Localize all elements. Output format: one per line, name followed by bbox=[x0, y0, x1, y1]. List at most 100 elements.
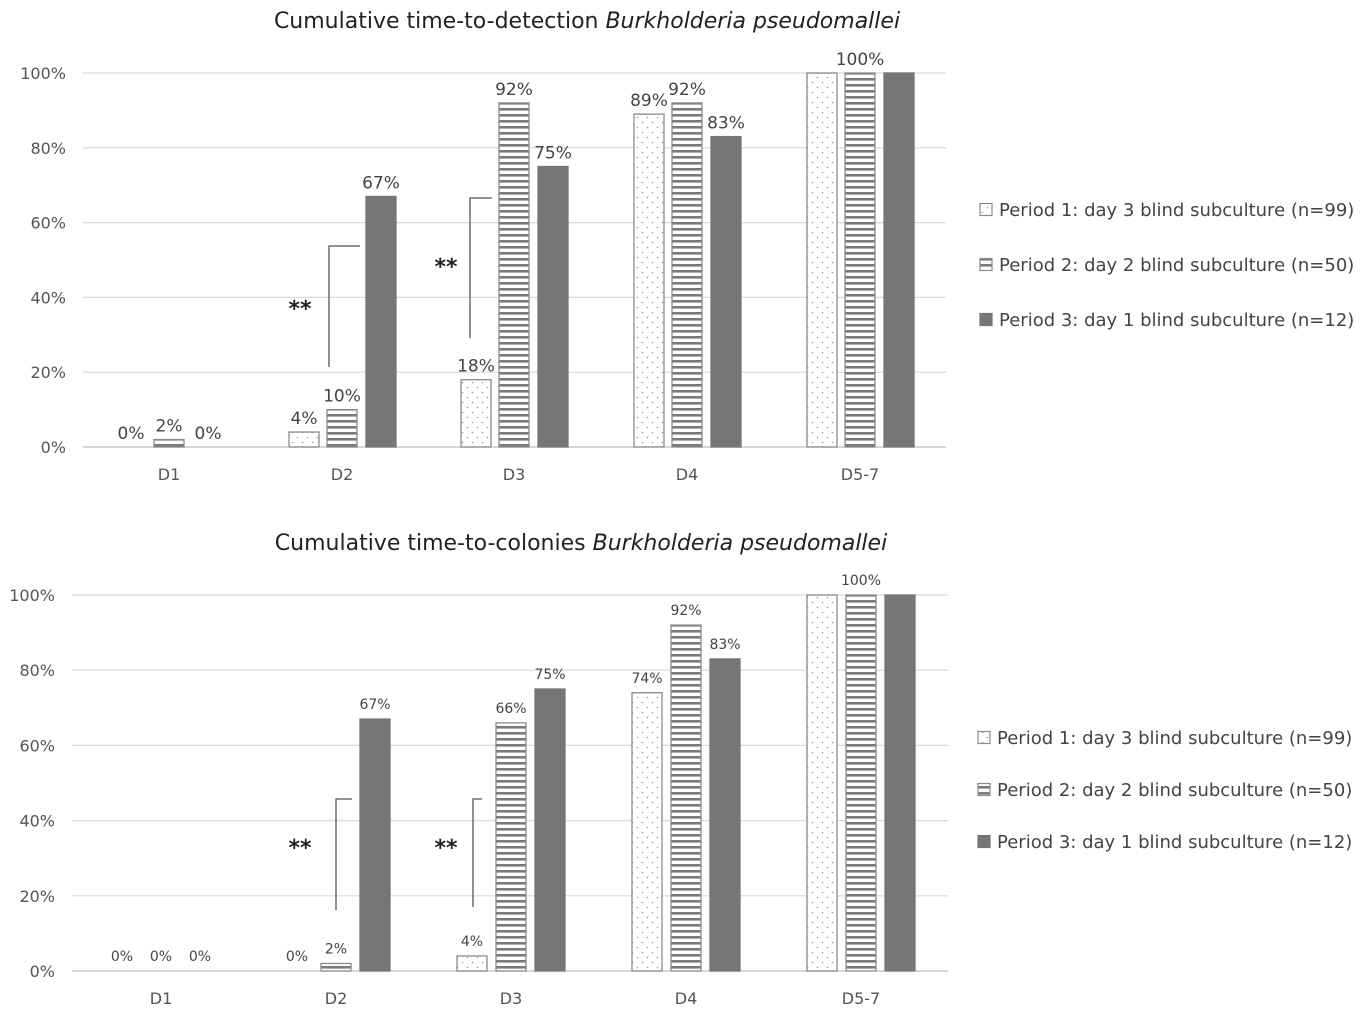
data-label: 67% bbox=[362, 173, 400, 193]
bar-dots-d5-7 bbox=[806, 72, 838, 448]
bar-solid-d5-7 bbox=[883, 72, 915, 448]
y-tick-label: 0% bbox=[41, 438, 66, 457]
bar-stripes-d1 bbox=[153, 438, 185, 448]
data-label: 2% bbox=[156, 417, 183, 437]
chart-title-italic: Burkholderia pseudomallei bbox=[605, 9, 900, 34]
bar-solid-d3 bbox=[537, 165, 569, 448]
x-tick-label: D3 bbox=[500, 989, 523, 1008]
x-tick-label: D3 bbox=[503, 465, 526, 484]
bar-stripes-d2 bbox=[320, 962, 352, 972]
data-label: 10% bbox=[323, 387, 361, 407]
y-tick-label: 0% bbox=[30, 962, 55, 981]
legend-swatch bbox=[979, 202, 993, 217]
legend-swatch bbox=[979, 312, 993, 327]
significance-stars: ** bbox=[434, 255, 458, 280]
bar-stripes-d3 bbox=[498, 102, 530, 448]
bar-dots-d4 bbox=[633, 113, 665, 448]
data-label: 0% bbox=[111, 949, 133, 965]
legend-label: Period 2: day 2 blind subculture (n=50) bbox=[999, 255, 1354, 276]
y-tick-label: 60% bbox=[30, 214, 66, 233]
bar-solid-d3 bbox=[534, 688, 566, 972]
y-tick-label: 100% bbox=[9, 586, 55, 605]
legend-label: Period 1: day 3 blind subculture (n=99) bbox=[999, 200, 1354, 221]
y-tick-label: 40% bbox=[19, 812, 55, 831]
data-label: 92% bbox=[668, 80, 706, 100]
data-label: 18% bbox=[457, 357, 495, 377]
data-label: 92% bbox=[670, 603, 701, 619]
chart-title-plain: Cumulative time-to-colonies bbox=[275, 531, 593, 556]
legend-swatch bbox=[979, 257, 993, 272]
x-tick-label: D5-7 bbox=[841, 465, 879, 484]
x-tick-label: D4 bbox=[676, 465, 699, 484]
data-label: 0% bbox=[195, 424, 222, 444]
data-label: 67% bbox=[359, 697, 390, 713]
significance-bracket bbox=[335, 798, 352, 910]
bar-stripes-d4 bbox=[671, 102, 703, 448]
legend-label: Period 3: day 1 blind subculture (n=12) bbox=[999, 310, 1354, 331]
y-tick-label: 80% bbox=[19, 661, 55, 680]
y-tick-label: 20% bbox=[19, 887, 55, 906]
data-label: 83% bbox=[709, 637, 740, 653]
chart-2: Cumulative time-to-colonies Burkholderia… bbox=[9, 531, 1352, 1008]
chart-title: Cumulative time-to-detection Burkholderi… bbox=[274, 9, 900, 34]
data-label: 74% bbox=[631, 671, 662, 687]
x-tick-label: D5-7 bbox=[842, 989, 880, 1008]
legend-label: Period 1: day 3 blind subculture (n=99) bbox=[997, 728, 1352, 749]
bar-stripes-d4 bbox=[670, 624, 702, 972]
y-tick-label: 80% bbox=[30, 139, 66, 158]
significance-bracket bbox=[328, 245, 360, 367]
bar-dots-d3 bbox=[460, 379, 492, 448]
significance-stars: ** bbox=[434, 836, 458, 861]
bar-solid-d4 bbox=[710, 135, 742, 448]
legend-label: Period 2: day 2 blind subculture (n=50) bbox=[997, 780, 1352, 801]
y-tick-label: 20% bbox=[30, 363, 66, 382]
data-label: 66% bbox=[495, 701, 526, 717]
data-label: 100% bbox=[841, 573, 881, 589]
x-tick-label: D1 bbox=[158, 465, 181, 484]
x-tick-label: D1 bbox=[150, 989, 173, 1008]
data-label: 0% bbox=[189, 949, 211, 965]
bar-dots-d5-7 bbox=[806, 594, 838, 972]
data-label: 0% bbox=[118, 424, 145, 444]
bar-dots-d2 bbox=[288, 431, 320, 448]
bar-stripes-d2 bbox=[326, 408, 358, 448]
chart-title-italic: Burkholderia pseudomallei bbox=[593, 531, 888, 556]
data-label: 83% bbox=[707, 114, 745, 134]
data-label: 4% bbox=[461, 934, 483, 950]
significance-bracket bbox=[472, 798, 482, 907]
bar-stripes-d5-7 bbox=[845, 594, 877, 972]
data-label: 75% bbox=[534, 144, 572, 164]
significance-stars: ** bbox=[288, 297, 312, 322]
legend-swatch bbox=[977, 834, 991, 849]
bar-dots-d3 bbox=[456, 955, 488, 972]
legend-swatch bbox=[977, 782, 991, 797]
chart-1: Cumulative time-to-detection Burkholderi… bbox=[20, 9, 1354, 484]
significance-bracket bbox=[469, 197, 492, 338]
x-tick-label: D2 bbox=[331, 465, 354, 484]
bar-solid-d2 bbox=[365, 195, 397, 448]
legend-label: Period 3: day 1 blind subculture (n=12) bbox=[997, 832, 1352, 853]
data-label: 4% bbox=[291, 409, 318, 429]
bar-stripes-d5-7 bbox=[844, 72, 876, 448]
data-label: 0% bbox=[286, 949, 308, 965]
data-label: 2% bbox=[325, 941, 347, 957]
y-tick-label: 60% bbox=[19, 736, 55, 755]
legend-swatch bbox=[977, 730, 991, 745]
data-label: 0% bbox=[150, 949, 172, 965]
data-label: 89% bbox=[630, 91, 668, 111]
data-label: 100% bbox=[836, 50, 885, 70]
x-tick-label: D2 bbox=[325, 989, 348, 1008]
bar-dots-d4 bbox=[631, 692, 663, 972]
data-label: 75% bbox=[534, 667, 565, 683]
x-tick-label: D4 bbox=[675, 989, 698, 1008]
chart-title: Cumulative time-to-colonies Burkholderia… bbox=[275, 531, 887, 556]
bar-solid-d4 bbox=[709, 658, 741, 972]
significance-stars: ** bbox=[288, 836, 312, 861]
bar-solid-d2 bbox=[359, 718, 391, 972]
y-tick-label: 40% bbox=[30, 288, 66, 307]
chart-title-plain: Cumulative time-to-detection bbox=[274, 9, 606, 34]
bar-stripes-d3 bbox=[495, 722, 527, 972]
data-label: 92% bbox=[495, 80, 533, 100]
